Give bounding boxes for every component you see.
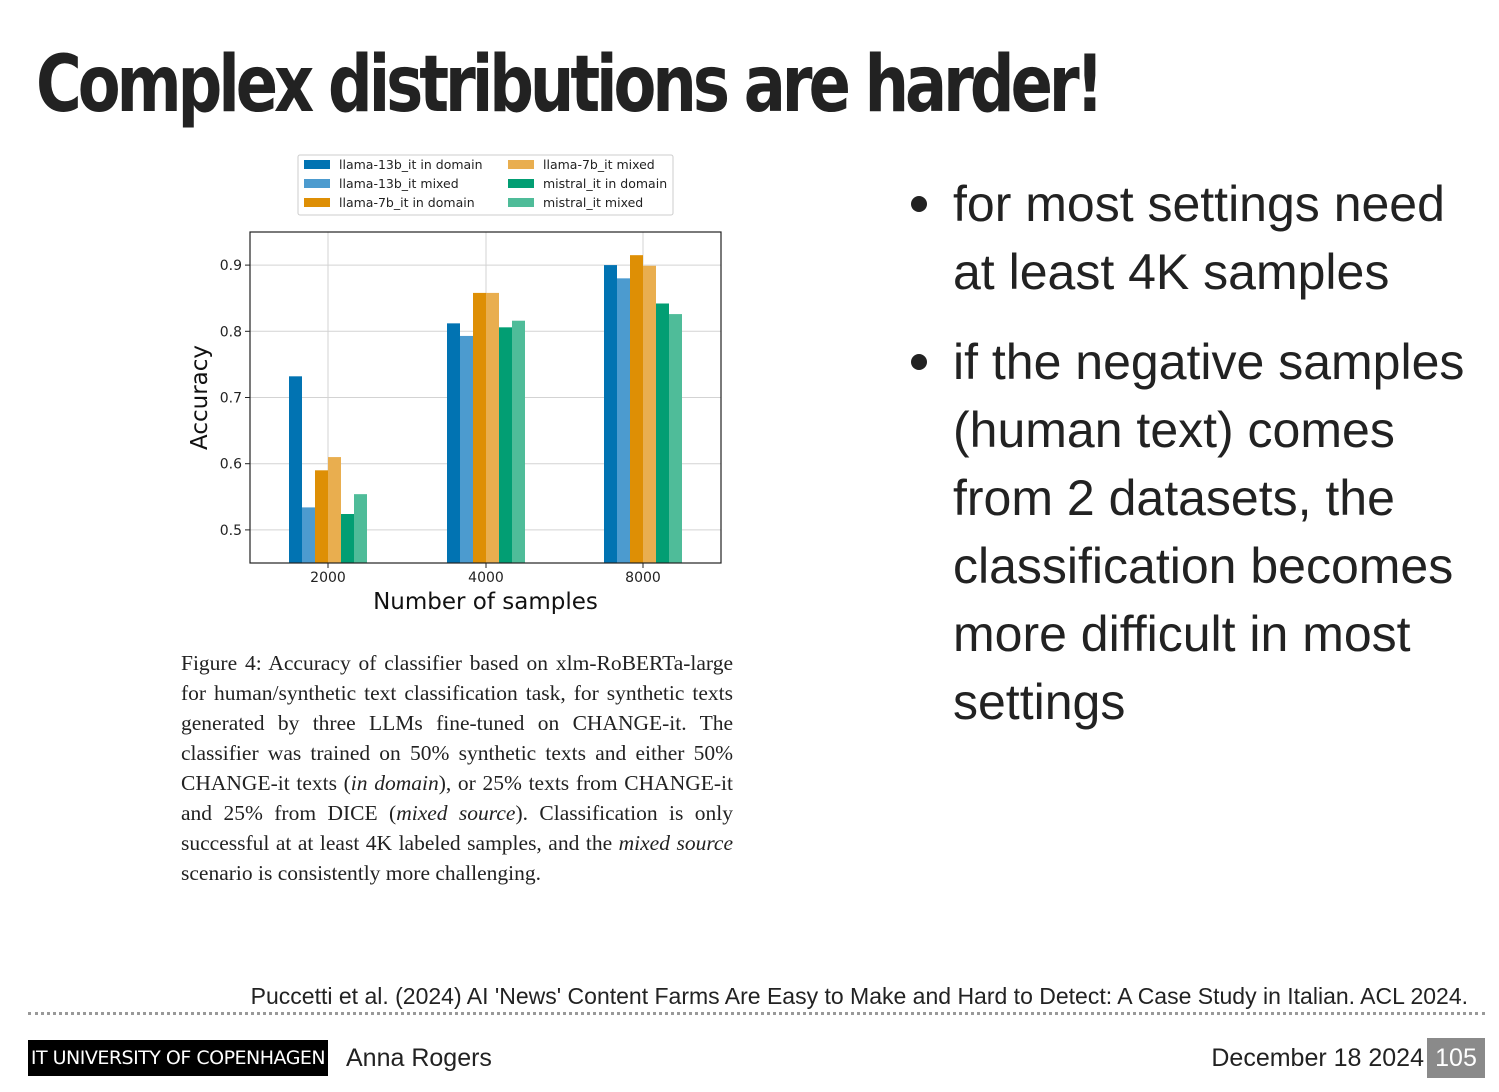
bullet-item: if the negative samples (human text) com… [905, 328, 1465, 736]
caption-in-domain: in domain [350, 771, 439, 795]
x-tick-label: 8000 [625, 570, 661, 586]
caption-part-1: Figure 4: Accuracy of classifier based o… [181, 651, 733, 795]
chart-svg: llama-13b_it in domain llama-13b_it mixed… [187, 154, 722, 615]
legend-label: mistral_it mixed [543, 195, 643, 210]
caption-mixed-source-1: mixed source [396, 801, 516, 825]
bar [354, 494, 367, 563]
presentation-date: December 18 2024 [1211, 1044, 1424, 1072]
bullet-dot-icon [911, 196, 927, 212]
bar [328, 457, 341, 563]
chart-axes: 0.5 0.6 0.7 0.8 0.9 2000 4000 8000 Number of sam… [187, 231, 722, 615]
chart-bars [289, 255, 682, 564]
legend-box [297, 154, 674, 216]
page-number: 105 [1427, 1038, 1485, 1078]
legend-swatch [304, 198, 330, 207]
legend-swatch [508, 179, 534, 188]
bar [617, 278, 630, 563]
x-tick-label: 2000 [310, 570, 346, 586]
bar [512, 320, 525, 563]
legend-swatch [508, 198, 534, 207]
y-tick-label: 0.7 [220, 391, 242, 407]
y-axis-label: Accuracy [187, 345, 213, 450]
legend-label: llama-7b_it mixed [543, 157, 655, 172]
author-name: Anna Rogers [346, 1044, 492, 1072]
accuracy-bar-chart: llama-13b_it in domain llama-13b_it mixed… [180, 150, 740, 620]
plot-frame [249, 231, 722, 564]
bar [473, 292, 486, 563]
caption-part-3: ). Classification is only successful at … [181, 801, 733, 855]
legend-label: mistral_it in domain [543, 176, 667, 191]
bar [302, 507, 315, 563]
bar [630, 255, 643, 564]
bar [604, 265, 617, 563]
caption-mixed-source-2: mixed source [618, 831, 733, 855]
caption-part-2: ), or 25% texts from CHANGE-it and 25% f… [181, 771, 733, 825]
legend-label: llama-7b_it in domain [339, 195, 475, 210]
bar [289, 376, 302, 563]
footer-divider [28, 1012, 1485, 1015]
legend-label: llama-13b_it mixed [339, 176, 459, 191]
bar [669, 314, 682, 563]
legend-swatch [304, 160, 330, 169]
bar [656, 303, 669, 563]
slide-title: Complex distributions are harder! [36, 40, 1104, 130]
caption-part-4: scenario is consistently more challengin… [181, 861, 542, 885]
bar [460, 335, 473, 563]
y-tick-label: 0.5 [220, 523, 242, 539]
y-tick-label: 0.6 [220, 457, 242, 473]
legend-swatch [508, 160, 534, 169]
x-tick-label: 4000 [468, 570, 504, 586]
bullet-dot-icon [911, 354, 927, 370]
figure-caption: Figure 4: Accuracy of classifier based o… [181, 648, 733, 888]
bullet-item: for most settings need at least 4K sampl… [905, 170, 1465, 306]
university-logo: IT UNIVERSITY OF COPENHAGEN [28, 1040, 328, 1076]
citation-reference: Puccetti et al. (2024) AI 'News' Content… [250, 983, 1468, 1009]
bullet-text: for most settings need at least 4K sampl… [953, 176, 1445, 300]
y-tick-label: 0.8 [220, 324, 242, 340]
bar [447, 323, 460, 563]
y-tick-label: 0.9 [220, 258, 242, 274]
bar [643, 265, 656, 563]
bar [486, 292, 499, 563]
bar [341, 514, 354, 563]
legend-label: llama-13b_it in domain [339, 157, 483, 172]
bar [499, 327, 512, 563]
bullet-list: for most settings need at least 4K sampl… [905, 170, 1465, 758]
x-axis-label: Number of samples [373, 589, 598, 615]
bar [315, 470, 328, 563]
chart-legend: llama-13b_it in domain llama-13b_it mixed… [297, 154, 674, 216]
bullet-text: if the negative samples (human text) com… [953, 334, 1465, 730]
legend-swatch [304, 179, 330, 188]
